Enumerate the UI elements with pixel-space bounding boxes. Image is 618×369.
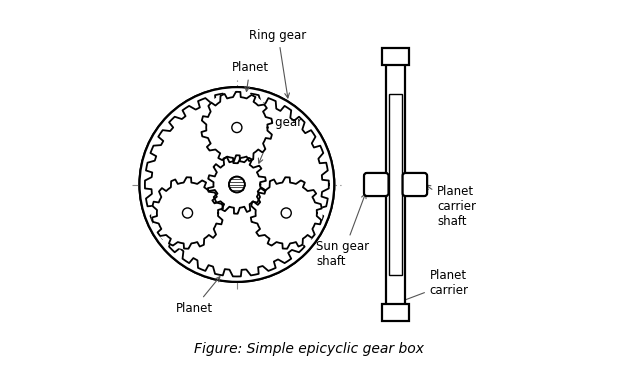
Text: Planet
carrier: Planet carrier — [399, 269, 469, 303]
Circle shape — [281, 208, 291, 218]
Bar — [382, 48, 409, 65]
Text: Planet: Planet — [176, 277, 220, 315]
Text: Figure: Simple epicyclic gear box: Figure: Simple epicyclic gear box — [194, 342, 424, 356]
Circle shape — [140, 87, 334, 282]
Text: Sun gear
shaft: Sun gear shaft — [316, 193, 370, 268]
Circle shape — [200, 91, 273, 164]
Bar — [382, 304, 409, 321]
Text: Ring gear: Ring gear — [250, 29, 307, 98]
Circle shape — [250, 176, 323, 249]
Circle shape — [151, 176, 224, 249]
Bar — [386, 55, 405, 314]
Circle shape — [182, 208, 193, 218]
Text: Planet: Planet — [232, 62, 269, 92]
Circle shape — [229, 176, 245, 193]
Circle shape — [232, 123, 242, 132]
FancyBboxPatch shape — [402, 173, 427, 196]
Bar — [389, 94, 402, 275]
Circle shape — [207, 155, 267, 214]
Text: Planet
carrier
shaft: Planet carrier shaft — [426, 184, 476, 228]
FancyBboxPatch shape — [364, 173, 389, 196]
Text: Sun gear: Sun gear — [250, 115, 303, 163]
